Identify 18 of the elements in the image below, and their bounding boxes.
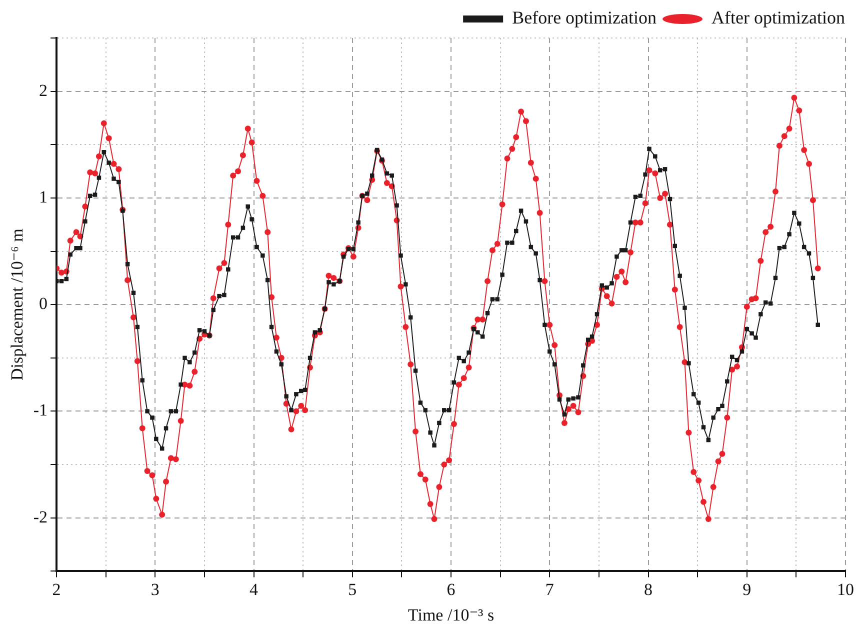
y-axis-title: Displacement /10⁻⁶ m bbox=[8, 228, 27, 381]
y-tick-label: 0 bbox=[39, 294, 48, 314]
y-tick-label: -2 bbox=[33, 507, 48, 526]
x-tick-label: 7 bbox=[545, 580, 554, 599]
x-tick-label: 4 bbox=[250, 580, 259, 599]
x-tick-label: 5 bbox=[348, 580, 357, 599]
x-tick-label: 8 bbox=[644, 580, 653, 599]
legend-label: After optimization bbox=[712, 8, 846, 28]
x-tick-label: 10 bbox=[837, 580, 854, 599]
x-axis-title: Time /10⁻³ s bbox=[408, 605, 494, 624]
y-tick-label: 2 bbox=[39, 80, 48, 100]
x-tick-label: 2 bbox=[52, 580, 61, 599]
legend-label: Before optimization bbox=[512, 8, 657, 28]
y-tick-label: -1 bbox=[33, 400, 48, 420]
y-tick-label: 1 bbox=[39, 187, 48, 206]
x-tick-label: 6 bbox=[446, 580, 456, 599]
x-tick-label: 9 bbox=[742, 580, 752, 599]
x-tick-label: 3 bbox=[150, 580, 160, 599]
